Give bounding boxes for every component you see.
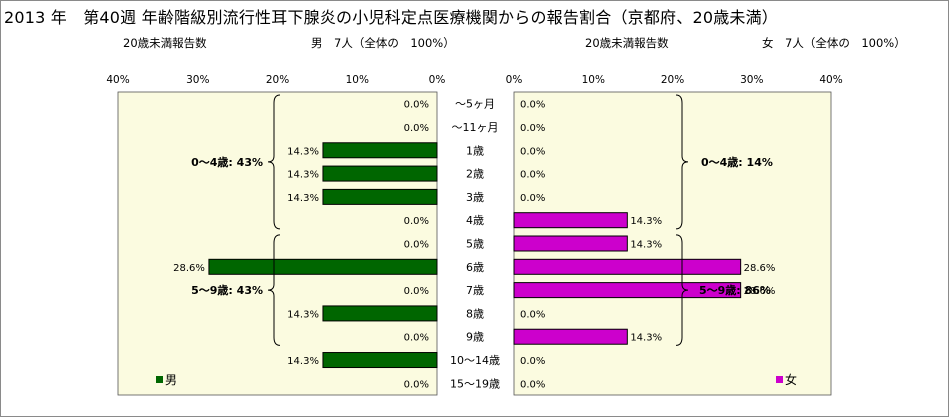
male-bar-value-label: 0.0% bbox=[404, 100, 429, 111]
male-axis-tick-label: 40% bbox=[106, 74, 129, 86]
male-bar bbox=[208, 258, 438, 275]
legend-male-label: 男 bbox=[165, 373, 178, 387]
male-bar bbox=[322, 142, 438, 159]
male-bar bbox=[322, 188, 438, 205]
male-total-label: 男 7人（全体の 100%） bbox=[311, 36, 455, 50]
female-bar-value-label: 28.6% bbox=[744, 286, 776, 297]
category-label: 7歳 bbox=[466, 284, 484, 297]
female-bar-value-label: 0.0% bbox=[520, 356, 545, 367]
legend-female: 女 bbox=[776, 371, 797, 388]
female-bar bbox=[513, 282, 742, 299]
male-report-count-label: 20歳未満報告数 bbox=[123, 36, 207, 50]
female-bar-value-label: 14.3% bbox=[630, 240, 662, 251]
male-axis-tick-label: 0% bbox=[429, 74, 446, 86]
male-bar bbox=[322, 352, 438, 369]
male-bar-value-label: 0.0% bbox=[404, 286, 429, 297]
female-bar-value-label: 0.0% bbox=[520, 193, 545, 204]
male-bar-value-label: 0.0% bbox=[404, 216, 429, 227]
female-bracket-5-9 bbox=[675, 234, 689, 346]
female-bar-value-label: 14.3% bbox=[630, 216, 662, 227]
male-bar-value-label: 14.3% bbox=[287, 309, 319, 320]
female-axis-tick-label: 40% bbox=[819, 74, 842, 86]
male-bar-value-label: 28.6% bbox=[173, 263, 205, 274]
female-bar-value-label: 14.3% bbox=[630, 333, 662, 344]
female-axis-tick-label: 10% bbox=[582, 74, 605, 86]
category-label: ～5ヶ月 bbox=[455, 98, 495, 111]
legend-male: 男 bbox=[156, 371, 177, 388]
category-label: 2歳 bbox=[466, 168, 484, 181]
category-label: 10～14歳 bbox=[450, 354, 500, 367]
male-axis-tick-label: 10% bbox=[346, 74, 369, 86]
female-axis-tick-label: 0% bbox=[506, 74, 523, 86]
female-bar-value-label: 0.0% bbox=[520, 146, 545, 157]
male-bar-value-label: 0.0% bbox=[404, 333, 429, 344]
category-label: ～11ヶ月 bbox=[452, 121, 499, 134]
legend-female-swatch bbox=[776, 376, 783, 383]
male-axis-tick-label: 30% bbox=[186, 74, 209, 86]
female-bar-value-label: 0.0% bbox=[520, 309, 545, 320]
legend-male-swatch bbox=[156, 376, 163, 383]
female-bar-value-label: 28.6% bbox=[744, 263, 776, 274]
category-label: 6歳 bbox=[466, 261, 484, 274]
category-label: 5歳 bbox=[466, 238, 484, 251]
female-axis-tick-label: 30% bbox=[740, 74, 763, 86]
male-bar-value-label: 14.3% bbox=[287, 193, 319, 204]
chart-title: 2013 年 第40週 年齢階級別流行性耳下腺炎の小児科定点医療機関からの報告割… bbox=[4, 8, 779, 27]
female-bar bbox=[513, 212, 628, 229]
male-bar-value-label: 14.3% bbox=[287, 146, 319, 157]
female-bar bbox=[513, 328, 628, 345]
male-annotation-5-9: 5～9歳: 43% bbox=[191, 283, 263, 297]
male-plot-area bbox=[117, 91, 438, 396]
category-label: 4歳 bbox=[466, 214, 484, 227]
female-bar-value-label: 0.0% bbox=[520, 379, 545, 390]
legend-female-label: 女 bbox=[785, 373, 798, 387]
category-label: 9歳 bbox=[466, 331, 484, 344]
female-bar-value-label: 0.0% bbox=[520, 123, 545, 134]
male-bar-value-label: 0.0% bbox=[404, 123, 429, 134]
female-annotation-0-4: 0～4歳: 14% bbox=[701, 155, 773, 169]
female-bracket-0-4 bbox=[675, 94, 689, 230]
male-bracket-0-4 bbox=[267, 94, 281, 230]
female-bar bbox=[513, 235, 628, 252]
female-bar-value-label: 0.0% bbox=[520, 100, 545, 111]
male-bar-value-label: 0.0% bbox=[404, 379, 429, 390]
category-label: 3歳 bbox=[466, 191, 484, 204]
female-bar bbox=[513, 258, 742, 275]
male-bar bbox=[322, 305, 438, 322]
male-axis-tick-label: 20% bbox=[266, 74, 289, 86]
male-bar-value-label: 0.0% bbox=[404, 240, 429, 251]
female-report-count-label: 20歳未満報告数 bbox=[585, 36, 669, 50]
category-label: 8歳 bbox=[466, 307, 484, 320]
category-label: 15～19歳 bbox=[450, 377, 500, 390]
female-total-label: 女 7人（全体の 100%） bbox=[762, 36, 906, 50]
female-bar-value-label: 0.0% bbox=[520, 170, 545, 181]
female-axis-tick-label: 20% bbox=[661, 74, 684, 86]
female-annotation-5-9: 5～9歳: 86% bbox=[699, 283, 771, 297]
category-label: 1歳 bbox=[466, 144, 484, 157]
male-bar-value-label: 14.3% bbox=[287, 170, 319, 181]
male-bracket-5-9 bbox=[267, 234, 281, 346]
male-bar bbox=[322, 165, 438, 182]
male-annotation-0-4: 0～4歳: 43% bbox=[191, 155, 263, 169]
male-bar-value-label: 14.3% bbox=[287, 356, 319, 367]
